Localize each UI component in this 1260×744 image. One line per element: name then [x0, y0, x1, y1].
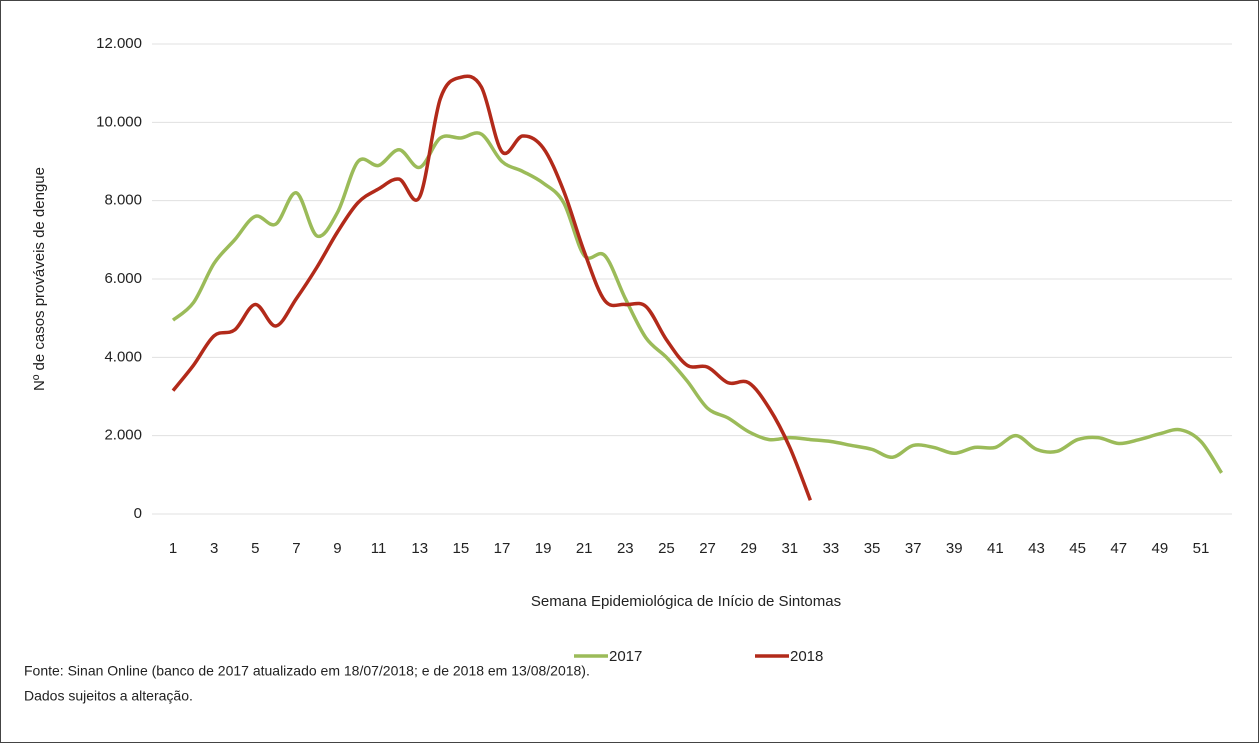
x-tick-label: 17: [494, 540, 511, 557]
y-tick-label: 8.000: [104, 192, 142, 209]
x-tick-label: 3: [210, 540, 218, 557]
x-tick-label: 9: [333, 540, 341, 557]
y-tick-label: 4.000: [104, 348, 142, 365]
x-tick-label: 7: [292, 540, 300, 557]
x-tick-label: 31: [781, 540, 798, 557]
y-tick-label: 2.000: [104, 427, 142, 444]
x-tick-label: 19: [535, 540, 552, 557]
x-tick-label: 1: [169, 540, 177, 557]
x-tick-label: 45: [1069, 540, 1086, 557]
series-line: [171, 74, 812, 501]
series-line: [171, 131, 1224, 474]
y-axis-label: Nº de casos prováveis de dengue: [31, 167, 48, 391]
x-tick-label: 27: [699, 540, 716, 557]
x-tick-label: 39: [946, 540, 963, 557]
x-tick-label: 11: [371, 540, 387, 557]
x-tick-label: 37: [905, 540, 922, 557]
note: Dados sujeitos a alteração.: [24, 688, 193, 704]
x-tick-label: 25: [658, 540, 675, 557]
legend-label: 2018: [790, 648, 823, 665]
x-tick-label: 13: [411, 540, 428, 557]
y-tick-label: 10.000: [96, 113, 142, 130]
x-axis-label: Semana Epidemiológica de Início de Sinto…: [531, 593, 841, 610]
x-tick-label: 41: [987, 540, 1004, 557]
x-tick-label: 29: [740, 540, 757, 557]
note: Fonte: Sinan Online (banco de 2017 atual…: [24, 663, 590, 679]
x-tick-label: 33: [823, 540, 840, 557]
x-tick-label: 5: [251, 540, 259, 557]
y-tick-label: 12.000: [96, 35, 142, 52]
legend-label: 2017: [609, 648, 642, 665]
x-tick-label: 15: [452, 540, 469, 557]
x-tick-label: 43: [1028, 540, 1045, 557]
x-tick-label: 23: [617, 540, 634, 557]
x-tick-label: 35: [864, 540, 881, 557]
x-tick-label: 51: [1193, 540, 1210, 557]
x-tick-label: 47: [1110, 540, 1127, 557]
y-tick-label: 6.000: [104, 270, 142, 287]
y-tick-label: 0: [134, 505, 142, 522]
x-tick-label: 21: [576, 540, 593, 557]
x-tick-label: 49: [1152, 540, 1169, 557]
